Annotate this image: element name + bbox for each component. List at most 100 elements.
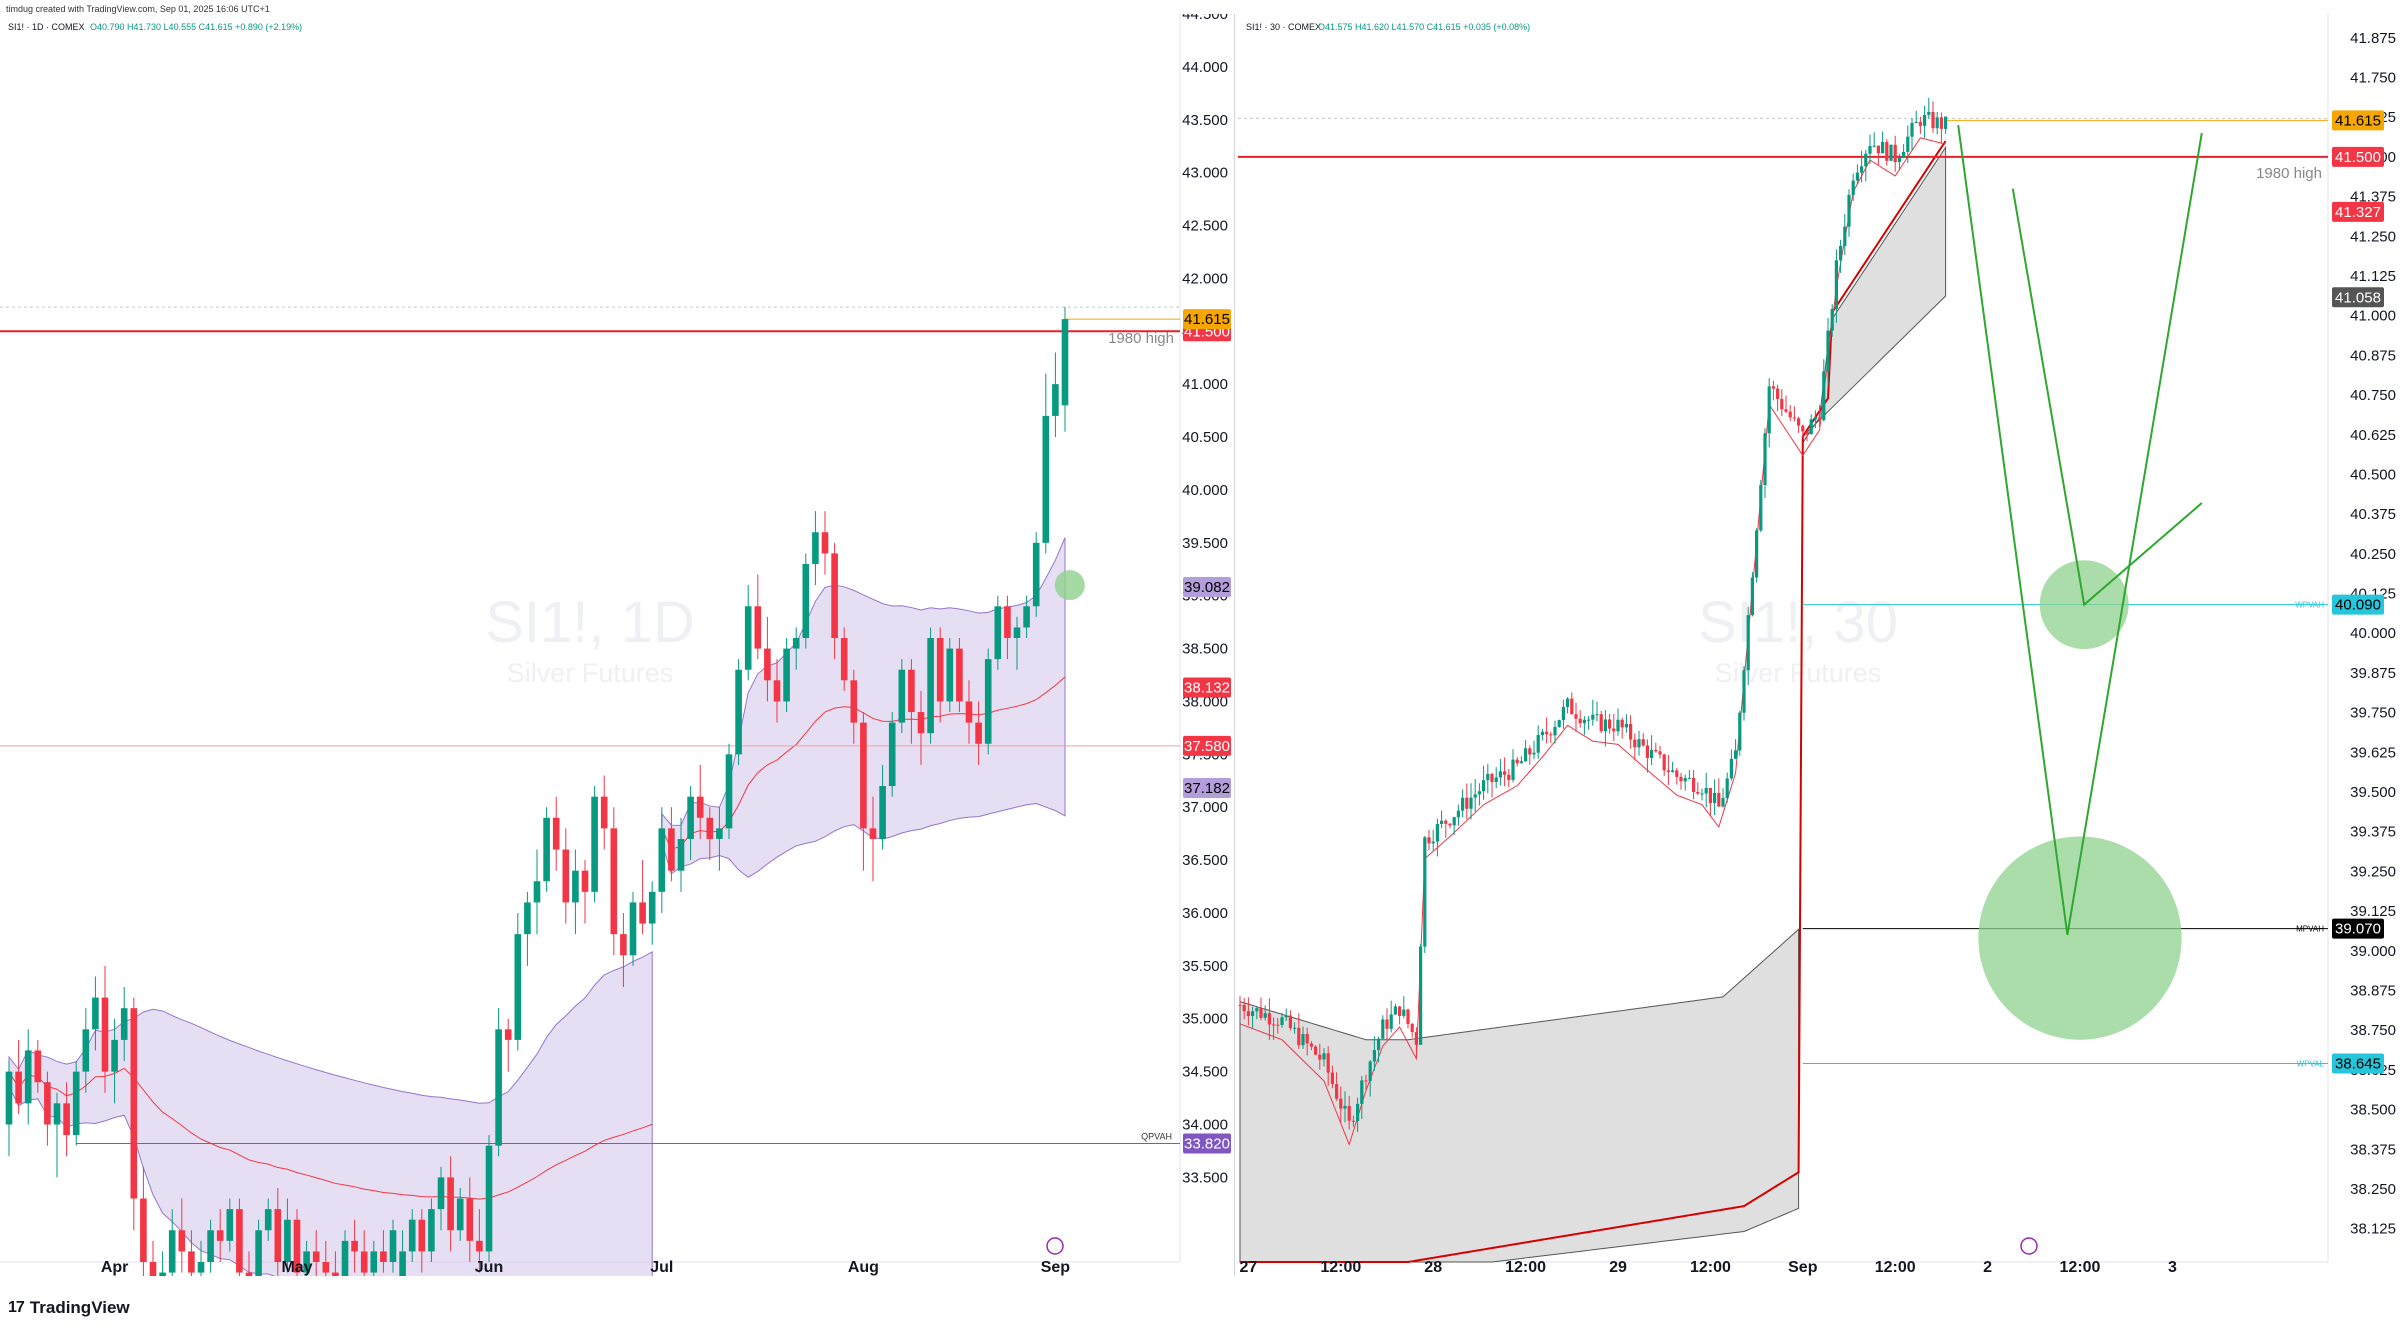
candle-body [629,902,637,956]
candle-body-r [1524,748,1528,762]
candle-body-r [1465,797,1469,809]
y-tick-label-r: 38.375 [2350,1141,2396,1158]
candle-body-r [1389,1014,1393,1029]
candle-body-r [1356,1103,1360,1122]
candle-body [591,796,598,892]
candle-body-r [1545,731,1549,735]
level-name-2: QPVAH [1141,1132,1172,1142]
candle-body [447,1177,454,1231]
y-tick-label-r: 41.750 [2350,70,2396,87]
price-tag: 37.182 [1184,780,1230,797]
candle-body-r [1645,745,1649,758]
candle-body-r [1641,739,1645,746]
session-vwap-line [1240,140,1947,1263]
candle-body-r [1818,417,1822,421]
candle-body-r [1826,330,1830,372]
candle-body-r [1461,797,1465,811]
candle-body-r [1704,787,1708,794]
y-tick-label-r: 40.375 [2350,506,2396,523]
candle-body [408,1219,416,1252]
candle-body-r [1671,770,1675,772]
candle-body-r [1385,1019,1389,1029]
candle-body-r [1532,752,1536,755]
y-tick-label-r: 38.250 [2350,1181,2396,1198]
candle-body-r [1314,1046,1318,1055]
tradingview-logo[interactable]: 17 TradingView [8,1298,130,1318]
candle-body [840,638,848,681]
y-tick-label: 42.000 [1182,270,1228,287]
price-tag-r: 41.615 [2335,112,2381,129]
candle-body-r [1708,787,1712,804]
y-tick-label: 37.000 [1182,799,1228,816]
y-tick-label-r: 41.375 [2350,189,2396,206]
candle-body-r [1805,431,1809,435]
x-tick-label-r: 12:00 [1690,1259,1731,1276]
candle-body-r [1650,749,1654,758]
candle-body-r [1259,1008,1263,1018]
y-tick-label-r: 40.625 [2350,427,2396,444]
candle-body [1032,542,1040,607]
candle-body [908,669,915,713]
candle-body [5,1071,13,1125]
candle-body [476,1240,483,1252]
candle-body [1013,627,1021,638]
projection-path-1 [2011,188,2203,607]
candle-body-r [1339,1098,1343,1109]
chart-panel-30m[interactable]: SI1!, 30 Silver Futures WPVAH MPVAH WPVAL 198… [1238,14,2400,1276]
level-tag-r: 40.090 [2335,597,2381,614]
y-tick-label-r: 41.875 [2350,30,2396,47]
candle-body-r [1536,735,1540,753]
level-tag-r-bg [2332,918,2384,939]
candle-body-r [1902,151,1906,158]
x-tick-label: Jul [650,1259,673,1276]
panel-divider[interactable] [1234,14,1235,1276]
candle-body-r [1910,122,1914,137]
candle-body [485,1145,493,1252]
candle-body-r [1809,419,1813,435]
candle-body [72,1071,80,1136]
candle-body-r [1440,820,1444,824]
candle-body-r [1897,157,1901,163]
y-tick-label-r: 39.875 [2350,665,2396,682]
candle-body-r [1377,1038,1381,1051]
candle-body-r [1381,1019,1385,1039]
candle-body [428,1209,435,1252]
candle-body [1042,415,1050,543]
symbol-line: SI1! · 1D · COMEX [8,22,85,32]
y-tick-label-r: 41.250 [2350,228,2396,245]
x-tick-label: May [281,1259,312,1276]
candle-body [418,1219,426,1252]
level-tag: 37.580 [1184,738,1230,755]
candle-body [178,1230,186,1252]
candle-body-r [1767,386,1771,434]
chart-panel-daily[interactable]: SI1!, 1D Silver Futures QPVAH 1980 high 44.5… [0,6,1232,1307]
candle-body-r [1923,114,1927,126]
y-tick-label: 33.500 [1182,1169,1228,1186]
candle-body-r [1490,773,1494,783]
candle-body [744,606,752,670]
candle-body [620,934,627,956]
candle-body [917,712,925,734]
level-name-r-3: WPVAL [2297,1060,2325,1069]
candle-body [312,1251,320,1262]
candle-body [927,638,934,734]
candle-body [293,1219,301,1273]
y-tick-label: 39.500 [1182,535,1228,552]
candle-body-r [1851,180,1855,195]
candle-body [994,606,1002,660]
y-tick-label-r: 38.750 [2350,1022,2396,1039]
candle-body-r [1637,739,1641,748]
candle-body-r [1788,411,1792,418]
candle-body [207,1230,214,1262]
candle-body-r [1792,417,1796,419]
candle-body [572,870,579,903]
candle-body-r [1746,615,1750,671]
tradingview-brand: TradingView [29,1298,130,1317]
candle-body [831,553,838,638]
candle-body-r [1364,1080,1368,1082]
candle-body-r [1423,837,1427,947]
candle-body-r [1448,823,1452,826]
vwap-line-0 [8,1067,653,1200]
